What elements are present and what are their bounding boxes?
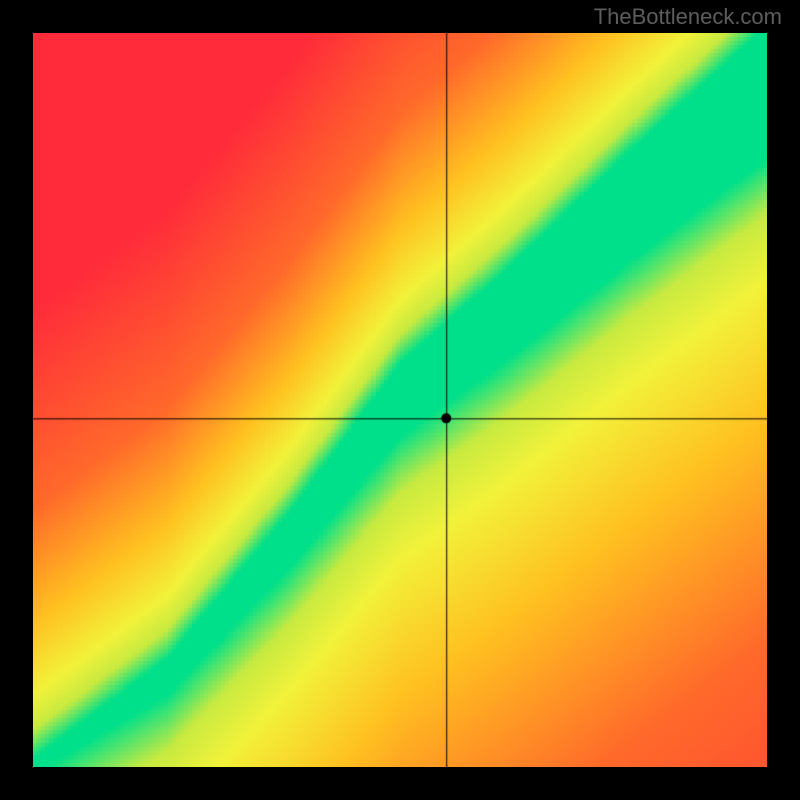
chart-container: TheBottleneck.com [0,0,800,800]
watermark-text: TheBottleneck.com [594,4,782,30]
bottleneck-heatmap [33,33,767,767]
